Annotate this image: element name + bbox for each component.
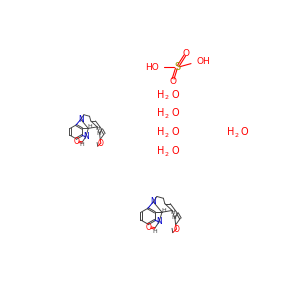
Text: O: O (170, 77, 177, 86)
Text: H: H (87, 124, 92, 129)
Text: N: N (78, 115, 84, 124)
Text: 2: 2 (164, 95, 168, 100)
Text: H: H (226, 127, 234, 137)
Text: H: H (161, 208, 166, 213)
Text: H: H (157, 127, 164, 137)
Text: O: O (98, 139, 104, 148)
Text: OH: OH (197, 57, 211, 66)
Text: 2: 2 (164, 152, 168, 157)
Text: H: H (157, 146, 164, 157)
Text: H: H (96, 130, 101, 136)
Text: H: H (152, 229, 157, 234)
Text: H: H (171, 215, 176, 220)
Text: H: H (157, 108, 164, 118)
Text: N: N (150, 197, 156, 206)
Text: H: H (170, 210, 175, 215)
Text: N: N (156, 218, 162, 226)
Text: 2: 2 (164, 133, 168, 138)
Text: O: O (74, 137, 80, 146)
Text: HO: HO (145, 63, 158, 72)
Text: S: S (174, 62, 180, 72)
Text: O: O (171, 90, 179, 100)
Text: O: O (182, 49, 189, 58)
Text: 2: 2 (234, 133, 238, 138)
Text: O: O (171, 108, 179, 118)
Text: O: O (171, 146, 179, 157)
Text: N: N (83, 132, 89, 141)
Text: H: H (95, 126, 100, 131)
Text: H: H (80, 142, 84, 148)
Text: O: O (241, 127, 249, 137)
Text: H: H (157, 90, 164, 100)
Text: O: O (173, 225, 179, 234)
Text: O: O (146, 223, 152, 232)
Text: 2: 2 (164, 114, 168, 119)
Text: O: O (171, 127, 179, 137)
